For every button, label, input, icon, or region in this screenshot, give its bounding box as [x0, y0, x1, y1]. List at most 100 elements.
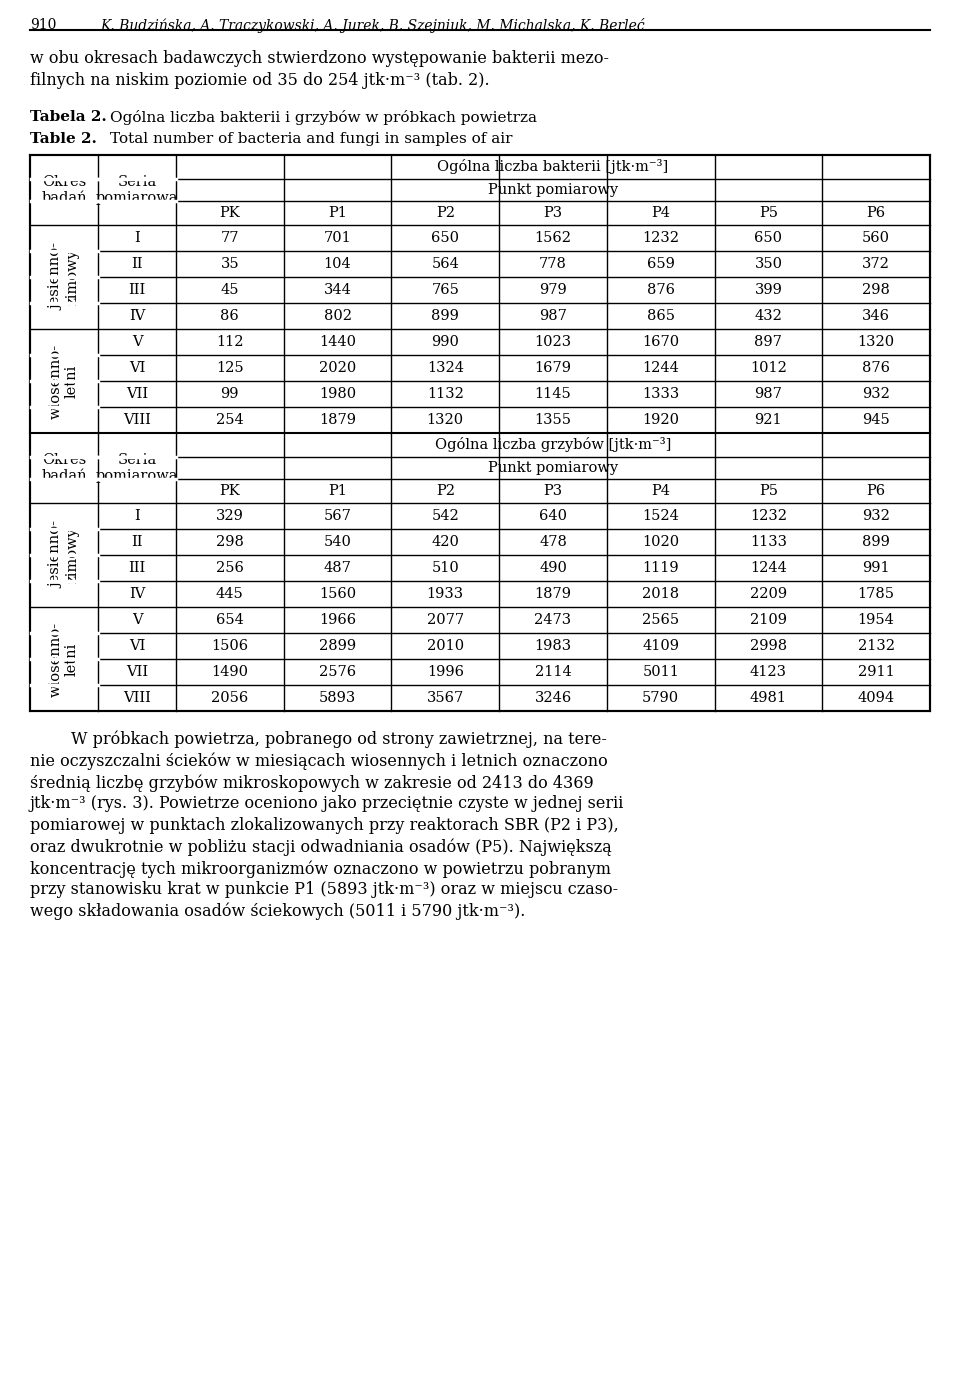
Text: 2911: 2911: [858, 665, 895, 679]
Text: 1023: 1023: [535, 335, 571, 349]
Text: wego składowania osadów ściekowych (5011 i 5790 jtk·m⁻³).: wego składowania osadów ściekowych (5011…: [30, 903, 525, 920]
Text: Table 2.: Table 2.: [30, 132, 97, 146]
Text: V: V: [132, 335, 142, 349]
Text: 372: 372: [862, 258, 890, 271]
Text: 1980: 1980: [319, 387, 356, 401]
Text: jesienno-
zimowy: jesienno- zimowy: [49, 522, 79, 589]
Text: Ogólna liczba bakterii i grzybów w próbkach powietrza: Ogólna liczba bakterii i grzybów w próbk…: [110, 110, 537, 125]
Text: 802: 802: [324, 309, 351, 323]
Text: 1920: 1920: [642, 413, 680, 427]
Text: 1232: 1232: [750, 509, 787, 523]
Text: 1524: 1524: [642, 509, 679, 523]
Text: Tabela 2.: Tabela 2.: [30, 110, 107, 124]
Text: PK: PK: [220, 206, 240, 220]
Text: Seria
pomiarowa: Seria pomiarowa: [96, 175, 179, 205]
Text: wiosenno-
letni: wiosenno- letni: [49, 621, 79, 696]
Text: 490: 490: [540, 561, 567, 575]
Text: Seria
pomiarowa: Seria pomiarowa: [96, 452, 179, 483]
Text: Punkt pomiarowy: Punkt pomiarowy: [488, 182, 618, 198]
Text: 932: 932: [862, 509, 890, 523]
Text: VI: VI: [129, 639, 145, 653]
Text: 1145: 1145: [535, 387, 571, 401]
Text: 445: 445: [216, 587, 244, 601]
Text: 298: 298: [216, 535, 244, 548]
Text: P1: P1: [328, 484, 347, 498]
Text: 1785: 1785: [857, 587, 895, 601]
Text: 432: 432: [755, 309, 782, 323]
Text: 567: 567: [324, 509, 351, 523]
Text: 346: 346: [862, 309, 890, 323]
Text: 1954: 1954: [857, 612, 895, 626]
Text: 3567: 3567: [426, 690, 464, 704]
Text: nie oczyszczalni ścieków w miesiącach wiosennych i letnich oznaczono: nie oczyszczalni ścieków w miesiącach wi…: [30, 753, 608, 770]
Text: 650: 650: [431, 231, 459, 245]
Text: 478: 478: [540, 535, 567, 548]
Text: 876: 876: [862, 361, 890, 374]
Text: 765: 765: [431, 283, 459, 296]
Text: P3: P3: [543, 206, 563, 220]
Text: w obu okresach badawczych stwierdzono występowanie bakterii mezo-: w obu okresach badawczych stwierdzono wy…: [30, 50, 609, 67]
Text: 5790: 5790: [642, 690, 680, 704]
Text: 910: 910: [30, 18, 57, 32]
Text: 2209: 2209: [750, 587, 787, 601]
Text: I: I: [134, 509, 140, 523]
Text: przy stanowisku krat w punkcie P1 (5893 jtk·m⁻³) oraz w miejscu czaso-: przy stanowisku krat w punkcie P1 (5893 …: [30, 881, 618, 898]
Text: 1232: 1232: [642, 231, 680, 245]
Text: 2114: 2114: [535, 665, 571, 679]
Text: 1966: 1966: [319, 612, 356, 626]
Text: 1132: 1132: [427, 387, 464, 401]
Text: 344: 344: [324, 283, 351, 296]
Text: 4123: 4123: [750, 665, 787, 679]
Text: 1244: 1244: [750, 561, 787, 575]
Text: 5011: 5011: [642, 665, 679, 679]
Text: P5: P5: [759, 484, 778, 498]
Text: 112: 112: [216, 335, 244, 349]
Text: 256: 256: [216, 561, 244, 575]
Text: 1490: 1490: [211, 665, 249, 679]
Text: 1506: 1506: [211, 639, 249, 653]
Text: filnych na niskim poziomie od 35 do 254 jtk·m⁻³ (tab. 2).: filnych na niskim poziomie od 35 do 254 …: [30, 72, 490, 89]
Text: 640: 640: [539, 509, 567, 523]
Text: 1333: 1333: [642, 387, 680, 401]
Text: W próbkach powietrza, pobranego od strony zawietrznej, na tere-: W próbkach powietrza, pobranego od stron…: [30, 731, 607, 749]
Text: 899: 899: [431, 309, 459, 323]
Text: 1996: 1996: [427, 665, 464, 679]
Text: P4: P4: [651, 206, 670, 220]
Text: 990: 990: [431, 335, 459, 349]
Text: 899: 899: [862, 535, 890, 548]
Text: 4109: 4109: [642, 639, 680, 653]
Text: 2565: 2565: [642, 612, 680, 626]
Text: 1244: 1244: [642, 361, 679, 374]
Text: 298: 298: [862, 283, 890, 296]
Text: 329: 329: [216, 509, 244, 523]
Text: 1879: 1879: [535, 587, 571, 601]
Text: VII: VII: [126, 387, 148, 401]
Text: V: V: [132, 612, 142, 626]
Text: 560: 560: [862, 231, 890, 245]
Text: 897: 897: [755, 335, 782, 349]
Text: 4094: 4094: [857, 690, 895, 704]
Text: jtk·m⁻³ (rys. 3). Powietrze oceniono jako przeciętnie czyste w jednej serii: jtk·m⁻³ (rys. 3). Powietrze oceniono jak…: [30, 795, 624, 813]
Text: średnią liczbę grzybów mikroskopowych w zakresie od 2413 do 4369: średnią liczbę grzybów mikroskopowych w …: [30, 774, 593, 792]
Text: 650: 650: [755, 231, 782, 245]
Text: 4981: 4981: [750, 690, 787, 704]
Text: Okres
badań: Okres badań: [41, 452, 86, 483]
Text: III: III: [129, 283, 146, 296]
Text: 510: 510: [431, 561, 459, 575]
Text: II: II: [132, 258, 143, 271]
Text: 2576: 2576: [319, 665, 356, 679]
Text: oraz dwukrotnie w pobliżu stacji odwadniania osadów (P5). Największą: oraz dwukrotnie w pobliżu stacji odwadni…: [30, 838, 612, 856]
Text: 2132: 2132: [857, 639, 895, 653]
Text: Punkt pomiarowy: Punkt pomiarowy: [488, 461, 618, 475]
Text: wiosenno-
letni: wiosenno- letni: [49, 344, 79, 419]
Text: 2056: 2056: [211, 690, 249, 704]
Text: 125: 125: [216, 361, 244, 374]
Text: P6: P6: [867, 206, 886, 220]
Text: 420: 420: [431, 535, 459, 548]
Text: pomiarowej w punktach zlokalizowanych przy reaktorach SBR (P2 i P3),: pomiarowej w punktach zlokalizowanych pr…: [30, 817, 619, 834]
Text: 1562: 1562: [535, 231, 571, 245]
Text: 1560: 1560: [319, 587, 356, 601]
Text: 77: 77: [221, 231, 239, 245]
Text: 979: 979: [540, 283, 566, 296]
Text: 1933: 1933: [427, 587, 464, 601]
